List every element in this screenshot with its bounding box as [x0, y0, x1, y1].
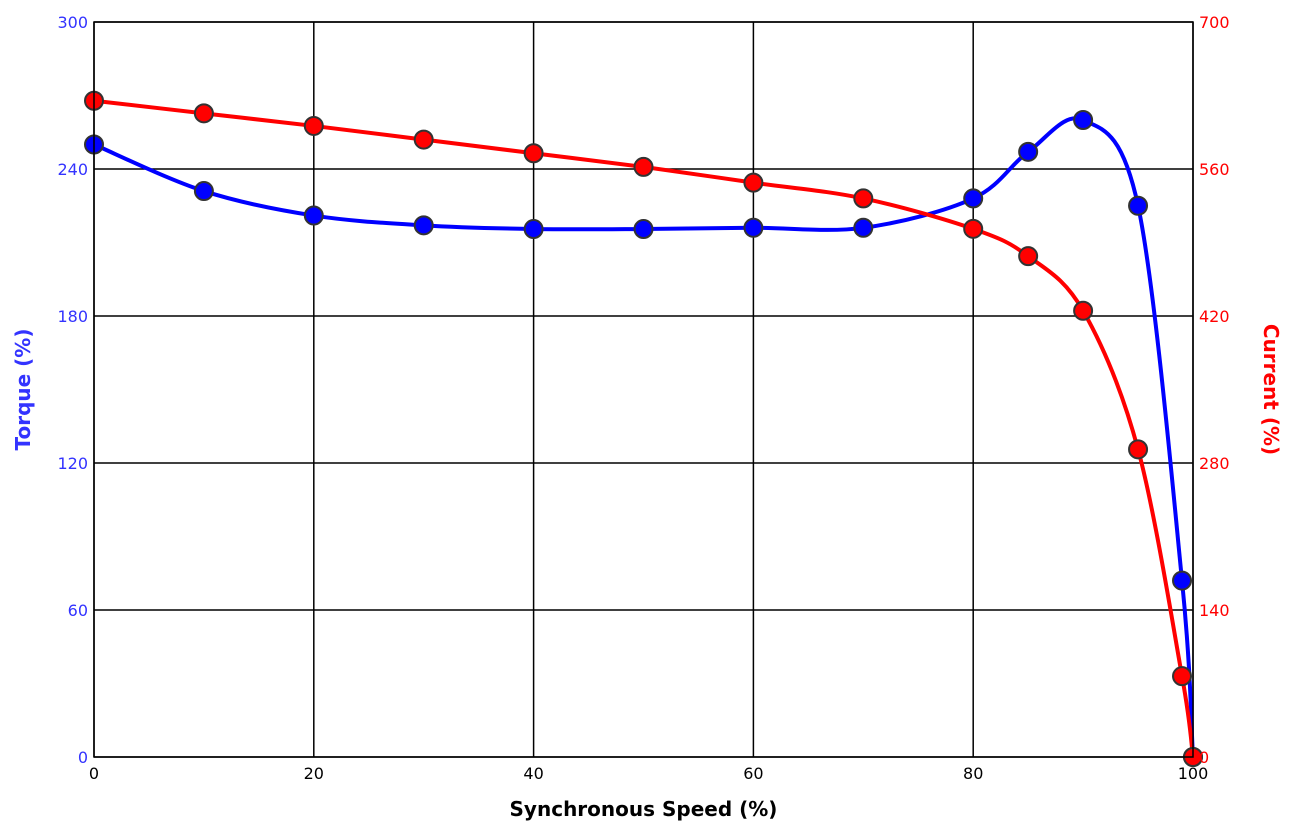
torque-point: [1018, 141, 1039, 162]
y-left-tick-label: 300: [57, 13, 88, 32]
y-axis-right-label: Current (%): [1259, 324, 1283, 455]
current-line: [93, 98, 1195, 758]
current-point: [413, 129, 434, 150]
x-tick-label: 60: [743, 764, 763, 783]
torque-line: [93, 116, 1195, 758]
current-point: [193, 103, 214, 124]
torque-point: [413, 215, 434, 236]
torque-point: [633, 219, 654, 240]
current-point: [303, 115, 324, 136]
x-axis-label: Synchronous Speed (%): [510, 797, 778, 821]
y-left-tick-label: 180: [57, 307, 88, 326]
torque-point: [193, 181, 214, 202]
current-point: [1128, 439, 1149, 460]
torque-point: [853, 217, 874, 238]
current-point: [963, 218, 984, 239]
current-point: [743, 172, 764, 193]
series-layer: [84, 90, 1203, 767]
torque-point: [1073, 110, 1094, 130]
torque-point: [743, 217, 764, 238]
y-left-tick-label: 60: [68, 601, 88, 620]
y-left-tick-label: 240: [57, 160, 88, 179]
y-right-tick-label: 140: [1199, 601, 1230, 620]
torque-point: [963, 188, 984, 209]
x-tick-label: 0: [89, 764, 99, 783]
y-left-tick-label: 0: [78, 748, 88, 767]
y-left-tick-label: 120: [57, 454, 88, 473]
current-point: [1172, 666, 1193, 687]
x-tick-label: 100: [1178, 764, 1209, 783]
current-point: [1073, 300, 1094, 321]
grid-lines: [93, 21, 1194, 758]
current-point: [633, 156, 654, 177]
current-point: [853, 188, 874, 209]
current-point: [1018, 246, 1039, 267]
y-right-tick-label: 0: [1199, 748, 1209, 767]
y-axis-left-label: Torque (%): [11, 329, 35, 451]
tick-labels: 0 20 40 60 80 1000601201802403000140280420560…: [57, 13, 1229, 783]
torque-point: [1172, 570, 1193, 591]
current-point: [523, 143, 544, 164]
x-tick-label: 40: [523, 764, 543, 783]
y-right-tick-label: 280: [1199, 454, 1230, 473]
torque-point: [303, 205, 324, 226]
y-right-tick-label: 700: [1199, 13, 1230, 32]
x-tick-label: 20: [304, 764, 324, 783]
torque-point: [1128, 195, 1149, 216]
y-right-tick-label: 560: [1199, 160, 1230, 179]
plot-frame: [93, 21, 1194, 758]
x-tick-label: 80: [963, 764, 983, 783]
torque-point: [523, 219, 544, 240]
y-right-tick-label: 420: [1199, 307, 1230, 326]
